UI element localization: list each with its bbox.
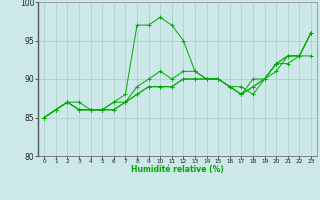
X-axis label: Humidité relative (%): Humidité relative (%) [131,165,224,174]
